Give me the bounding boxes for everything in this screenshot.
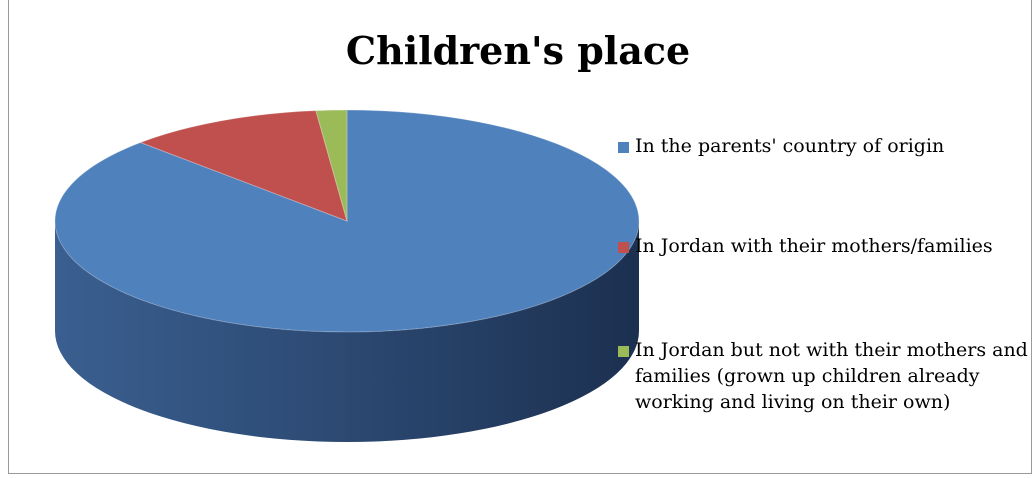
legend-label: In the parents' country of origin [635, 135, 945, 157]
legend-swatch [618, 242, 629, 253]
legend-item: In the parents' country of origin [618, 133, 1028, 159]
legend-label: In Jordan but not with their mothers and… [635, 339, 1028, 413]
legend-swatch [618, 142, 629, 153]
chart-frame [8, 0, 1032, 474]
pie-slice-2 [139, 110, 348, 222]
legend-item: In Jordan with their mothers/families [618, 233, 1028, 259]
legend-label: In Jordan with their mothers/families [635, 235, 993, 257]
pie-slice-side-1 [55, 221, 639, 442]
legend-item: In Jordan but not with their mothers and… [618, 337, 1028, 415]
chart-title: Children's place [345, 28, 691, 73]
legend-swatch [618, 346, 629, 357]
pie-slice-1 [54, 109, 640, 333]
pie-slice-3 [315, 109, 348, 222]
